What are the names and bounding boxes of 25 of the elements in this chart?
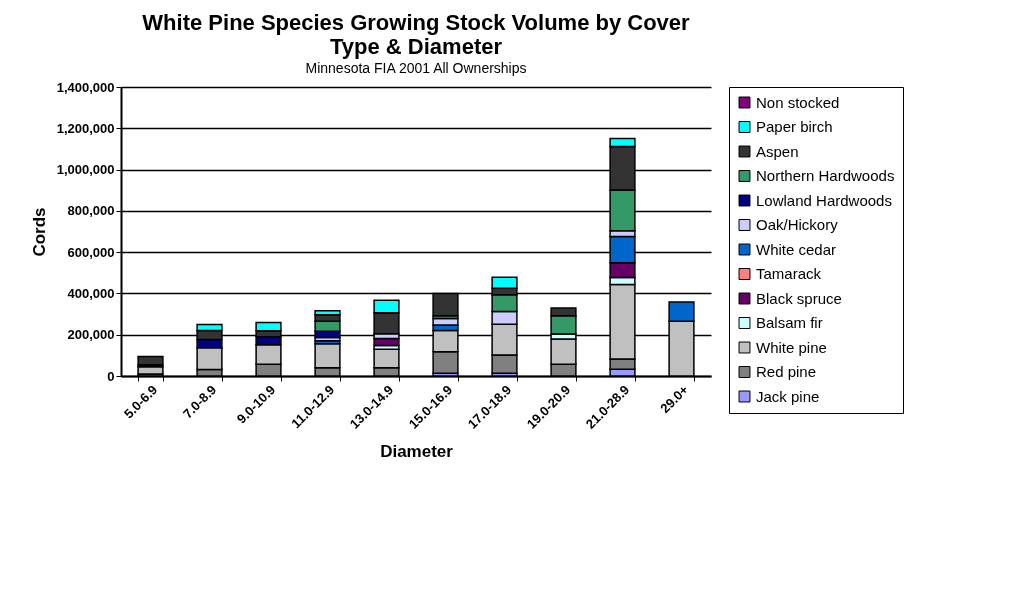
chart-title: White Pine Species Growing Stock Volume by Cover Type & Diameter — [142, 10, 691, 59]
legend-label: Oak/Hickory — [756, 216, 839, 233]
legend-label: White cedar — [756, 240, 837, 258]
chart-subtitle: Minnesota FIA 2001 All Ownerships — [305, 60, 527, 76]
legend-label: Lowland Hardwoods — [756, 191, 892, 209]
y-tick-label: 400,000 — [67, 285, 115, 301]
legend-label: Paper birch — [756, 118, 833, 135]
legend-label: Non stocked — [756, 93, 840, 111]
legend-label: Balsam fir — [756, 314, 823, 331]
legend-label: Jack pine — [756, 387, 820, 405]
y-tick-label: 1,400,000 — [56, 79, 115, 95]
y-tick-label: 200,000 — [67, 327, 115, 343]
legend-label: Red pine — [756, 363, 817, 380]
y-tick-label: 600,000 — [67, 244, 115, 260]
x-axis-title: Diameter — [380, 441, 454, 461]
legend-label: Aspen — [756, 142, 799, 160]
y-tick-label: 800,000 — [67, 203, 115, 219]
y-axis-title: Cords — [29, 207, 49, 257]
y-tick-label: 1,200,000 — [56, 120, 115, 136]
y-tick-label: 1,000,000 — [56, 162, 115, 178]
legend-label: Tamarack — [756, 265, 822, 282]
legend-label: White pine — [756, 338, 827, 356]
legend-label: Black spruce — [756, 289, 842, 307]
y-tick-label: 0 — [107, 368, 115, 384]
legend-label: Northern Hardwoods — [756, 167, 895, 184]
